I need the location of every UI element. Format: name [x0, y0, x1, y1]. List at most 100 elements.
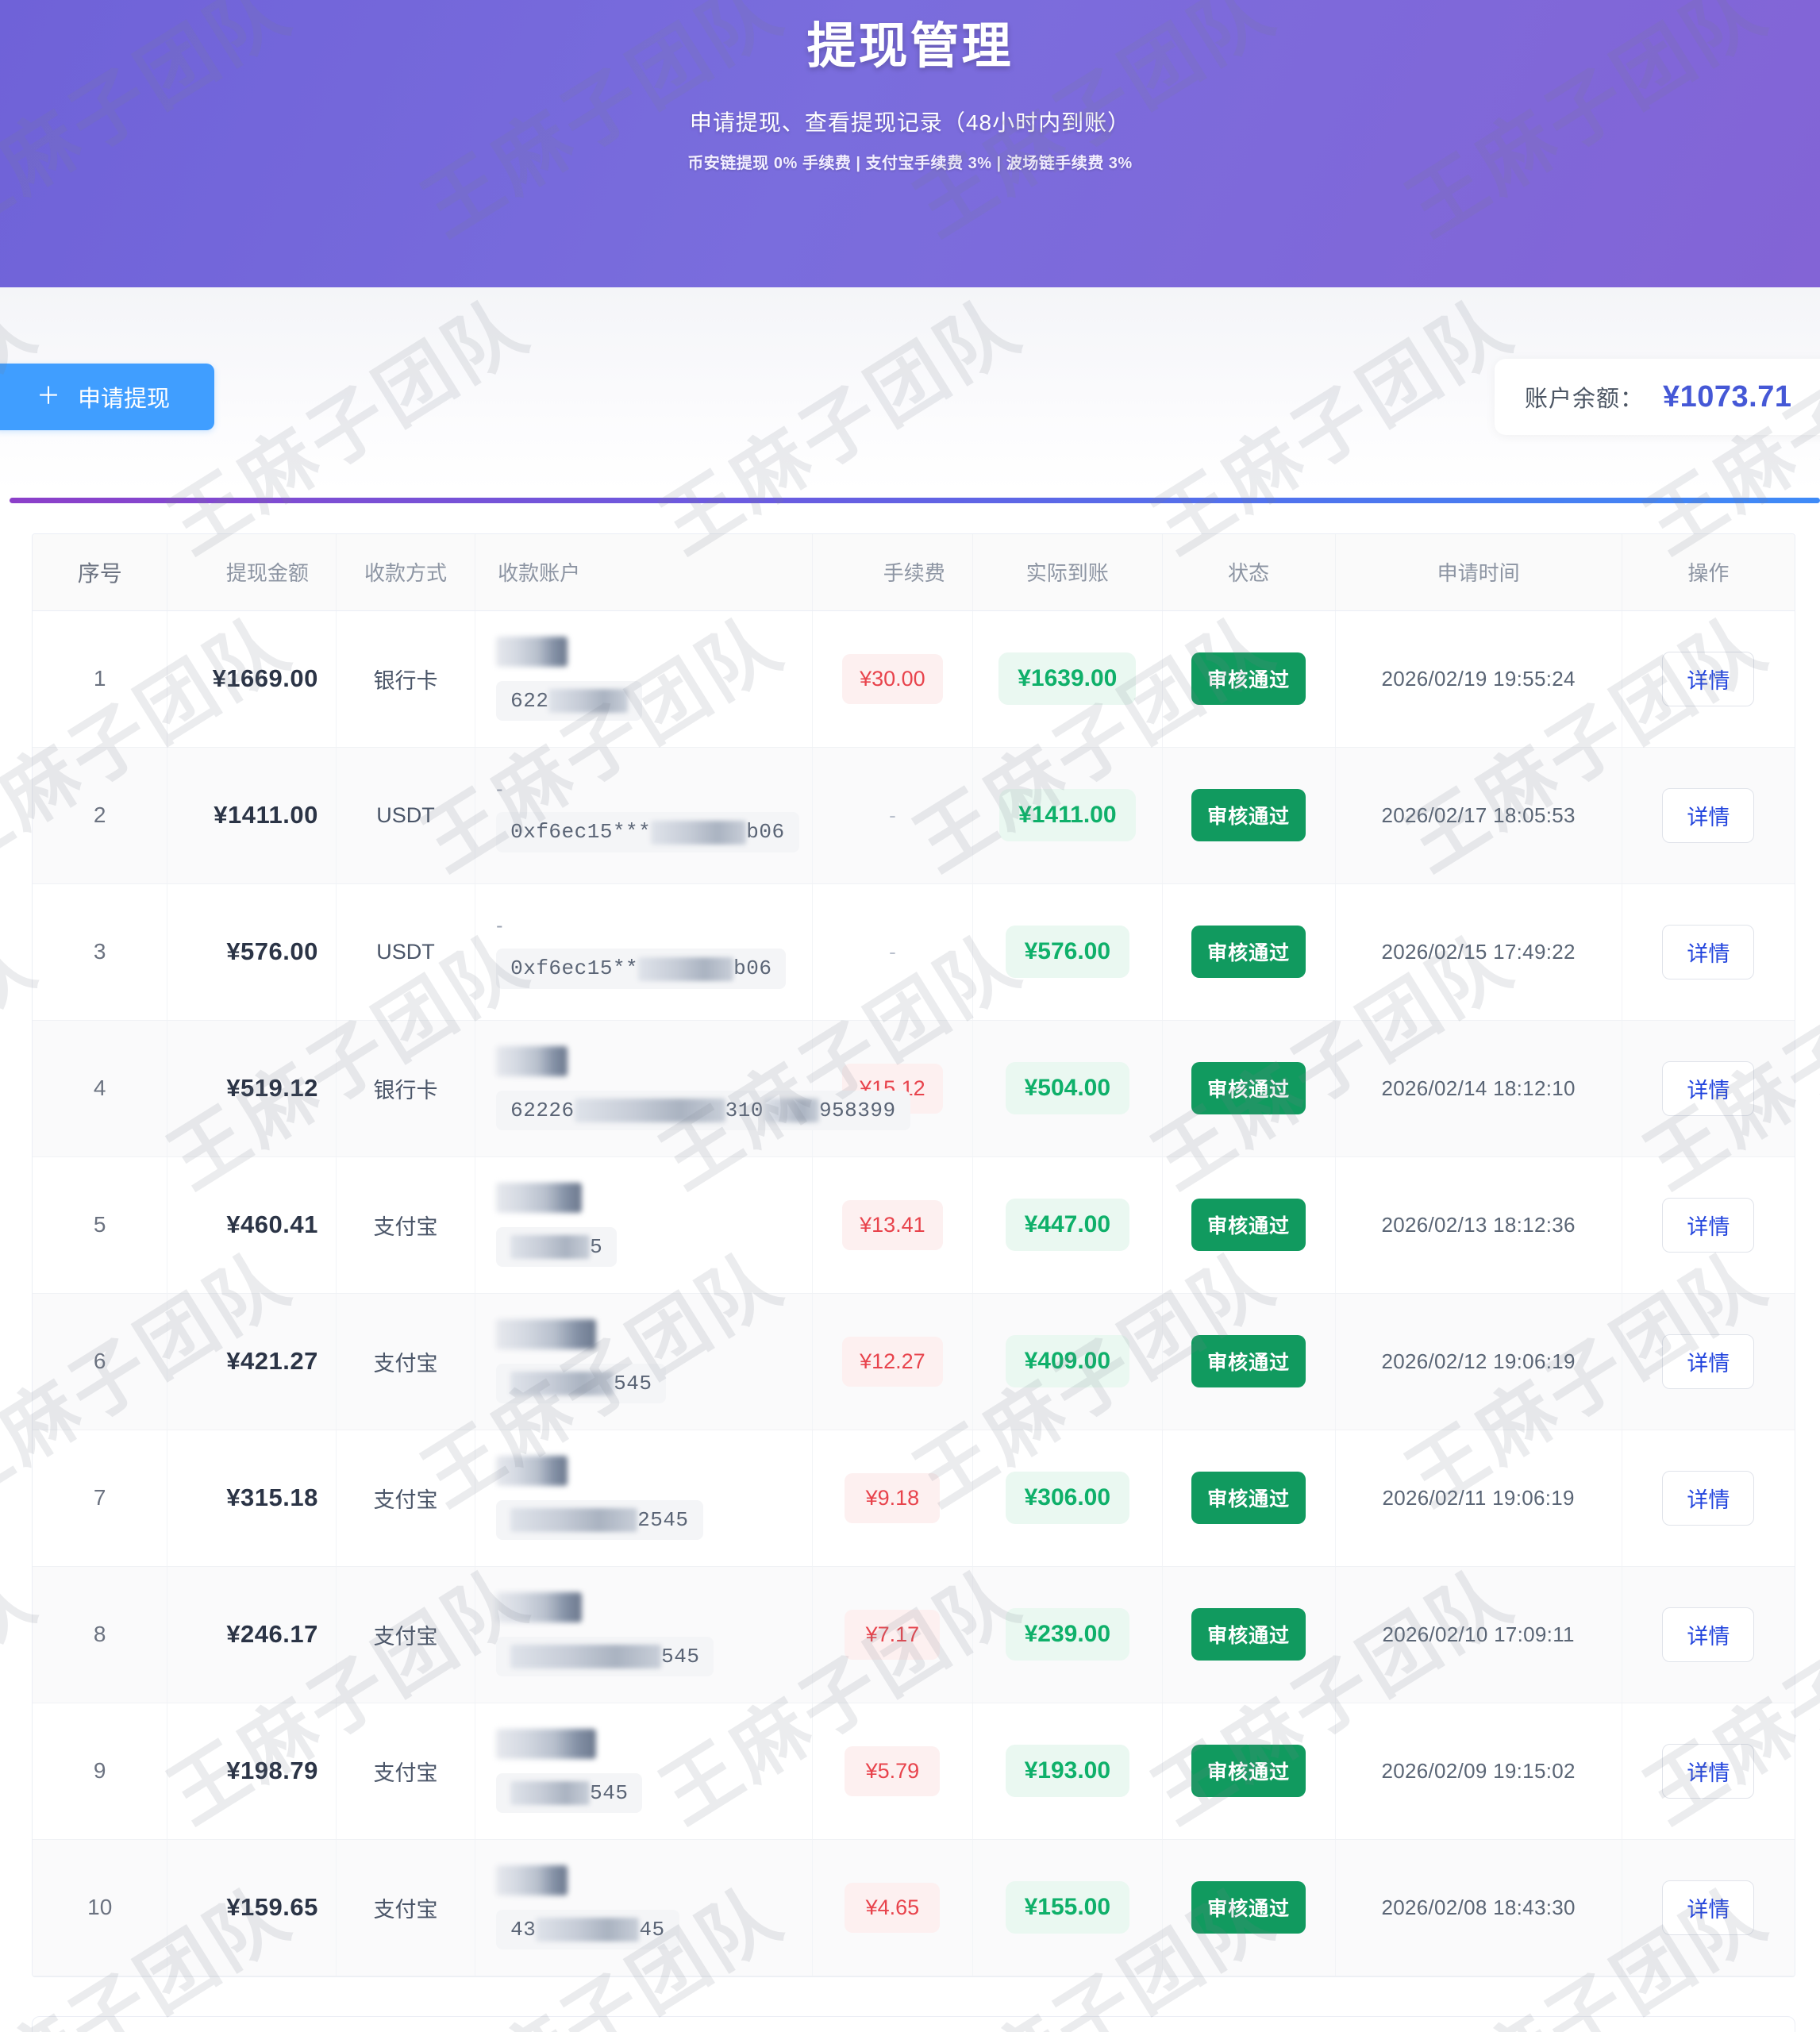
table-body: 1 ¥1669.00 银行卡 622 ¥30.00 ¥1639.00 审核通过 2026/0… — [33, 610, 1795, 1976]
cell-operation: 详情 — [1622, 1703, 1795, 1840]
cell-received: ¥504.00 — [972, 1020, 1163, 1157]
cell-amount: ¥1669.00 — [167, 610, 337, 748]
cell-received: ¥306.00 — [972, 1430, 1163, 1567]
detail-button[interactable]: 详情 — [1662, 1334, 1755, 1389]
received-amount: ¥409.00 — [1005, 1335, 1130, 1387]
withdrawal-records-table-container: 序号 提现金额 收款方式 收款账户 手续费 实际到账 状态 申请时间 操作 1 ¥… — [32, 533, 1795, 1977]
cell-account: - 0xf6ec15*** b06 — [475, 747, 813, 884]
cell-apply-time: 2026/02/17 18:05:53 — [1335, 747, 1622, 884]
apply-timestamp: 2026/02/14 18:12:10 — [1381, 1076, 1576, 1100]
next-section-card — [32, 2016, 1795, 2032]
fee-amount: ¥12.27 — [842, 1336, 943, 1387]
cell-account: 622 — [475, 610, 813, 748]
account-number-redacted — [510, 1372, 614, 1396]
detail-button[interactable]: 详情 — [1662, 1060, 1755, 1116]
cell-apply-time: 2026/02/13 18:12:36 — [1335, 1156, 1622, 1294]
cell-account: 545 — [475, 1566, 813, 1703]
account-number-redacted — [536, 1918, 640, 1942]
apply-timestamp: 2026/02/13 18:12:36 — [1381, 1212, 1576, 1237]
table-row: 10 ¥159.65 支付宝 43 45 ¥4.65 ¥155.00 审核通过 2026/02… — [33, 1839, 1795, 1976]
payment-method: 支付宝 — [373, 1487, 438, 1512]
account-holder-name: - — [496, 914, 503, 937]
cell-operation: 详情 — [1622, 610, 1795, 748]
received-amount: ¥155.00 — [1005, 1881, 1130, 1934]
cell-operation: 详情 — [1622, 747, 1795, 884]
cell-operation: 详情 — [1622, 1430, 1795, 1567]
cell-apply-time: 2026/02/14 18:12:10 — [1335, 1020, 1622, 1157]
apply-withdrawal-button[interactable]: ＋ 申请提现 — [0, 364, 214, 430]
fee-amount: ¥9.18 — [845, 1472, 941, 1523]
cell-status: 审核通过 — [1162, 747, 1336, 884]
detail-button[interactable]: 详情 — [1662, 1197, 1755, 1253]
cell-index: 9 — [33, 1703, 168, 1840]
payment-method: 银行卡 — [373, 668, 438, 693]
cell-method: 支付宝 — [336, 1703, 476, 1840]
payment-method: 支付宝 — [373, 1351, 438, 1376]
cell-index: 10 — [33, 1839, 168, 1976]
cell-amount: ¥460.41 — [167, 1156, 337, 1294]
table-row: 9 ¥198.79 支付宝 545 ¥5.79 ¥193.00 审核通过 2026/02/0… — [33, 1703, 1795, 1840]
account-number: 43 45 — [496, 1909, 679, 1950]
account-number: 0xf6ec15*** b06 — [496, 812, 799, 852]
withdrawal-amount: ¥460.41 — [226, 1210, 318, 1238]
cell-account: 5 — [475, 1156, 813, 1294]
detail-button[interactable]: 详情 — [1662, 787, 1755, 843]
account-number: 545 — [496, 1772, 643, 1814]
cell-apply-time: 2026/02/08 18:43:30 — [1335, 1839, 1622, 1976]
detail-button[interactable]: 详情 — [1662, 1607, 1755, 1662]
cell-operation: 详情 — [1622, 1020, 1795, 1157]
column-header-account: 收款账户 — [475, 534, 813, 611]
account-holder-name: - — [496, 778, 503, 801]
detail-button[interactable]: 详情 — [1662, 924, 1755, 979]
detail-button[interactable]: 详情 — [1662, 651, 1755, 706]
balance-label: 账户余额： — [1525, 387, 1645, 412]
cell-index: 8 — [33, 1566, 168, 1703]
received-amount: ¥239.00 — [1005, 1608, 1130, 1661]
withdrawal-records-table: 序号 提现金额 收款方式 收款账户 手续费 实际到账 状态 申请时间 操作 1 ¥… — [33, 534, 1795, 1976]
table-header-row: 序号 提现金额 收款方式 收款账户 手续费 实际到账 状态 申请时间 操作 — [33, 534, 1795, 611]
cell-fee: ¥9.18 — [812, 1430, 973, 1567]
cell-method: 支付宝 — [336, 1839, 476, 1976]
cell-index: 3 — [33, 883, 168, 1021]
page-title: 提现管理 — [806, 19, 1014, 74]
account-holder-name-redacted — [496, 1045, 568, 1076]
account-holder-name-redacted — [496, 1728, 597, 1759]
cell-fee: ¥7.17 — [812, 1566, 973, 1703]
withdrawal-amount: ¥159.65 — [226, 1893, 318, 1921]
cell-fee: ¥12.27 — [812, 1293, 973, 1430]
cell-method: 支付宝 — [336, 1566, 476, 1703]
account-number-mid: 310 — [725, 1098, 764, 1122]
cell-status: 审核通过 — [1162, 1566, 1336, 1703]
cell-amount: ¥198.79 — [167, 1703, 337, 1840]
cell-amount: ¥519.12 — [167, 1020, 337, 1157]
fee-amount: ¥7.17 — [845, 1609, 941, 1660]
cell-received: ¥193.00 — [972, 1703, 1163, 1840]
cell-status: 审核通过 — [1162, 1839, 1336, 1976]
account-number-prefix: 43 — [510, 1917, 537, 1942]
table-header: 序号 提现金额 收款方式 收款账户 手续费 实际到账 状态 申请时间 操作 — [33, 534, 1795, 611]
withdrawal-amount: ¥1411.00 — [214, 801, 318, 829]
column-header-received: 实际到账 — [972, 534, 1163, 611]
cell-received: ¥576.00 — [972, 883, 1163, 1021]
account-number-redacted — [638, 956, 734, 981]
cell-amount: ¥315.18 — [167, 1430, 337, 1567]
apply-timestamp: 2026/02/11 19:06:19 — [1382, 1485, 1575, 1510]
account-number-redacted — [651, 820, 747, 845]
column-header-status: 状态 — [1162, 534, 1336, 611]
detail-button[interactable]: 详情 — [1662, 1743, 1755, 1799]
account-number-redacted — [510, 1235, 591, 1260]
status-badge: 审核通过 — [1191, 926, 1306, 978]
detail-button[interactable]: 详情 — [1662, 1470, 1755, 1526]
account-number-redacted — [510, 1781, 591, 1806]
detail-button[interactable]: 详情 — [1662, 1880, 1755, 1935]
payment-method: USDT — [376, 939, 435, 964]
cell-amount: ¥1411.00 — [167, 747, 337, 884]
cell-operation: 详情 — [1622, 1839, 1795, 1976]
page-header-banner: 提现管理 申请提现、查看提现记录（48小时内到账） 币安链提现 0% 手续费 |… — [0, 0, 1820, 287]
account-number-prefix: 622 — [510, 688, 549, 713]
cell-apply-time: 2026/02/12 19:06:19 — [1335, 1293, 1622, 1430]
cell-status: 审核通过 — [1162, 1156, 1336, 1294]
apply-timestamp: 2026/02/10 17:09:11 — [1382, 1622, 1575, 1646]
received-amount: ¥306.00 — [1005, 1472, 1130, 1524]
table-row: 3 ¥576.00 USDT -0xf6ec15** b06- ¥576.00 审核通过 2… — [33, 883, 1795, 1021]
